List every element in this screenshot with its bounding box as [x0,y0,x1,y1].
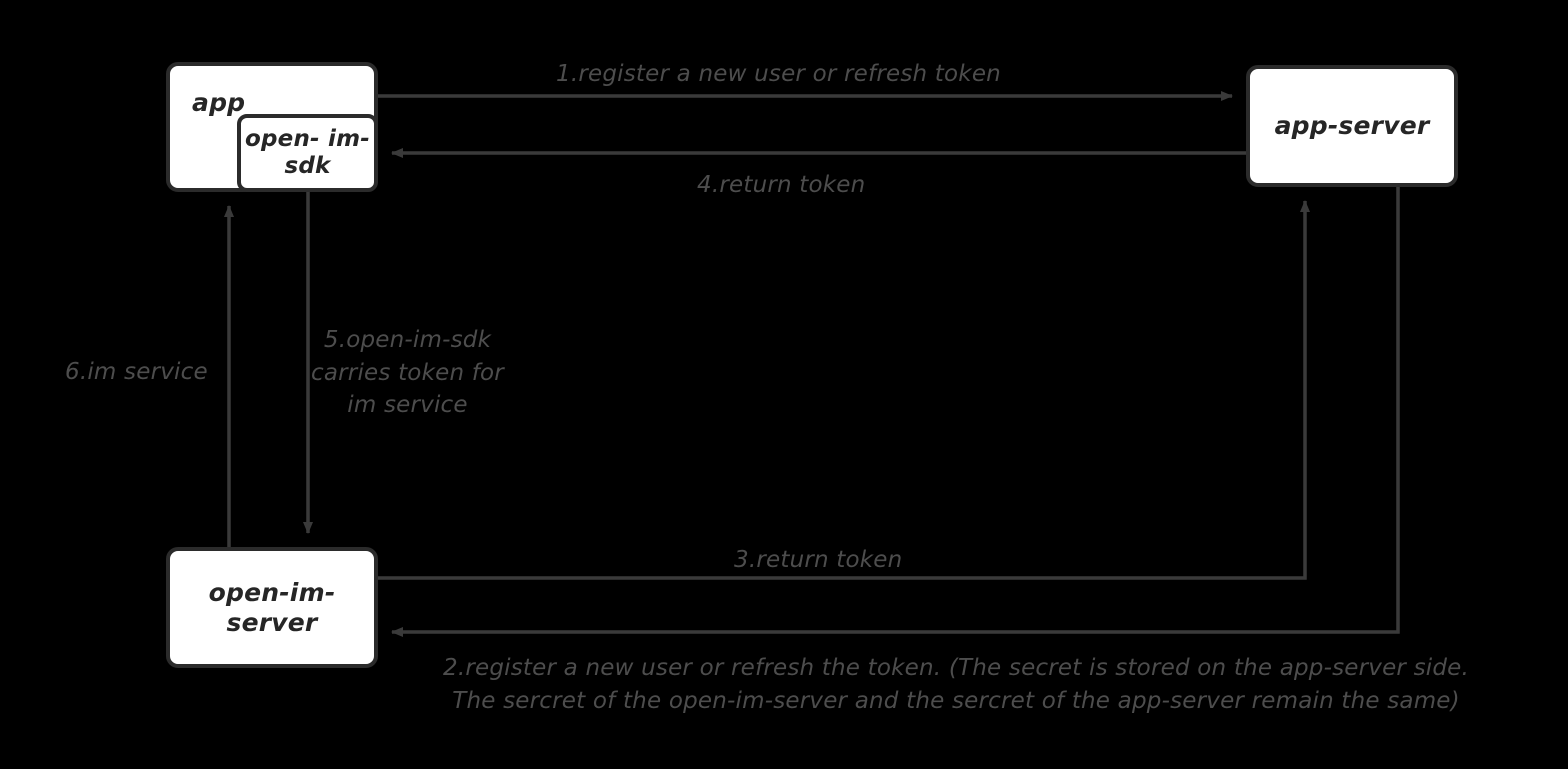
connector-3-return-token [378,200,1310,580]
node-app-server-label: app-server [1274,111,1430,141]
edge-label-3: 3.return token [734,547,903,573]
edge-label-2: 2.register a new user or refresh the tok… [443,655,1470,714]
connector-2-register-refresh-token [391,187,1400,637]
node-open-im-server[interactable]: open-im- server [166,547,378,668]
edge-label-4: 4.return token [697,172,866,198]
node-app-label: app [192,88,246,117]
node-open-im-sdk-label: open- im-sdk [245,125,370,179]
edge-label-5: 5.open-im-sdk carries token for im servi… [311,327,504,419]
edge-label-6: 6.im service [65,359,208,385]
edge-label-1: 1.register a new user or refresh token [556,61,1001,87]
node-open-im-server-label: open-im- server [208,578,336,637]
node-app-server[interactable]: app-server [1246,65,1458,187]
node-open-im-sdk[interactable]: open- im-sdk [237,114,378,192]
